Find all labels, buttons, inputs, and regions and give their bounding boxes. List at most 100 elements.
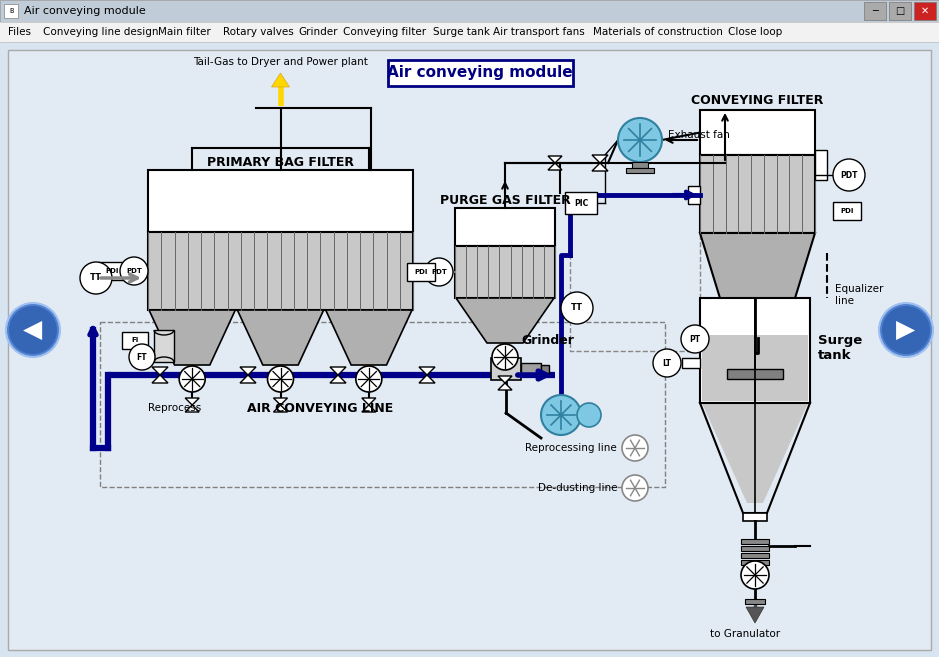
Bar	[0, 0, 939, 22]
Polygon shape	[240, 375, 256, 383]
Text: PURGE GAS FILTER: PURGE GAS FILTER	[439, 194, 570, 206]
Polygon shape	[330, 367, 346, 375]
Text: □: □	[896, 6, 904, 16]
Polygon shape	[746, 607, 764, 623]
Circle shape	[653, 349, 681, 377]
Text: AIR CONVEYING LINE: AIR CONVEYING LINE	[247, 401, 393, 415]
Text: PDI: PDI	[105, 268, 118, 274]
Circle shape	[833, 159, 865, 191]
Bar	[700, 155, 815, 233]
Polygon shape	[419, 375, 435, 383]
Bar	[815, 150, 827, 180]
Bar	[833, 202, 861, 220]
Bar	[682, 358, 700, 368]
Bar	[0, 22, 939, 42]
Bar	[741, 546, 769, 551]
Text: ◀: ◀	[23, 318, 42, 342]
Polygon shape	[271, 73, 289, 87]
Text: TT: TT	[90, 273, 102, 283]
Bar	[889, 2, 911, 20]
Text: Conveying filter: Conveying filter	[343, 27, 426, 37]
Text: Air transport fans: Air transport fans	[493, 27, 585, 37]
Text: B: B	[8, 8, 13, 14]
Circle shape	[577, 403, 601, 427]
Bar	[626, 168, 654, 173]
Circle shape	[356, 366, 382, 392]
Bar	[455, 246, 555, 298]
Bar	[455, 208, 555, 246]
Polygon shape	[700, 233, 815, 338]
Text: PT: PT	[689, 334, 700, 344]
Text: Close loop: Close loop	[728, 27, 782, 37]
Bar	[4, 4, 18, 18]
Text: ─: ─	[872, 6, 878, 16]
Circle shape	[425, 258, 453, 286]
Bar	[565, 192, 597, 214]
Bar	[700, 110, 815, 155]
Polygon shape	[273, 398, 287, 405]
Text: PDI: PDI	[414, 269, 427, 275]
Text: Files: Files	[8, 27, 31, 37]
Circle shape	[541, 395, 581, 435]
Circle shape	[622, 475, 648, 501]
Bar	[702, 335, 808, 401]
Circle shape	[80, 262, 112, 294]
Bar	[688, 186, 700, 204]
Text: De-dusting line: De-dusting line	[537, 483, 617, 493]
Circle shape	[9, 306, 57, 354]
Polygon shape	[185, 405, 199, 412]
Polygon shape	[702, 403, 808, 503]
Bar	[727, 369, 783, 378]
Bar	[864, 2, 886, 20]
Text: Materials of construction: Materials of construction	[593, 27, 723, 37]
Bar	[491, 358, 521, 380]
Text: Air conveying module: Air conveying module	[387, 66, 573, 81]
Polygon shape	[456, 298, 554, 343]
Polygon shape	[238, 310, 324, 365]
Bar	[741, 539, 769, 544]
Text: LT: LT	[663, 359, 671, 367]
Text: PRIMARY BAG FILTER: PRIMARY BAG FILTER	[207, 156, 354, 168]
Bar	[541, 365, 549, 373]
Polygon shape	[362, 398, 376, 405]
Bar	[100, 322, 665, 487]
Circle shape	[561, 292, 593, 324]
Bar	[570, 195, 700, 350]
Text: PDI: PDI	[840, 208, 854, 214]
Circle shape	[879, 303, 933, 357]
Bar	[407, 263, 435, 281]
Text: ▶: ▶	[897, 318, 916, 342]
Polygon shape	[592, 155, 608, 163]
Text: FT: FT	[137, 353, 147, 361]
Polygon shape	[149, 310, 236, 365]
Text: Tail-Gas to Dryer and Power plant: Tail-Gas to Dryer and Power plant	[193, 57, 368, 67]
Circle shape	[622, 435, 648, 461]
Polygon shape	[330, 375, 346, 383]
Bar	[741, 560, 769, 565]
Text: PDT: PDT	[840, 171, 857, 179]
Text: Rotary valves: Rotary valves	[223, 27, 294, 37]
Bar	[148, 170, 413, 232]
Bar	[700, 298, 810, 403]
Text: Reprocessing line: Reprocessing line	[525, 443, 617, 453]
Bar	[148, 232, 413, 310]
Bar	[388, 60, 573, 86]
Circle shape	[179, 366, 205, 392]
Bar	[745, 599, 765, 604]
Circle shape	[129, 344, 155, 370]
Polygon shape	[152, 367, 168, 375]
Bar	[741, 553, 769, 558]
Text: Main filter: Main filter	[158, 27, 210, 37]
Polygon shape	[326, 310, 412, 365]
Polygon shape	[498, 376, 512, 383]
Text: PIC: PIC	[574, 198, 588, 208]
Circle shape	[268, 366, 294, 392]
Bar	[154, 330, 174, 362]
Polygon shape	[419, 367, 435, 375]
Circle shape	[882, 306, 930, 354]
Polygon shape	[548, 156, 562, 163]
Polygon shape	[240, 367, 256, 375]
Text: FI: FI	[131, 338, 139, 344]
Text: PDT: PDT	[126, 268, 142, 274]
Bar	[632, 162, 648, 168]
